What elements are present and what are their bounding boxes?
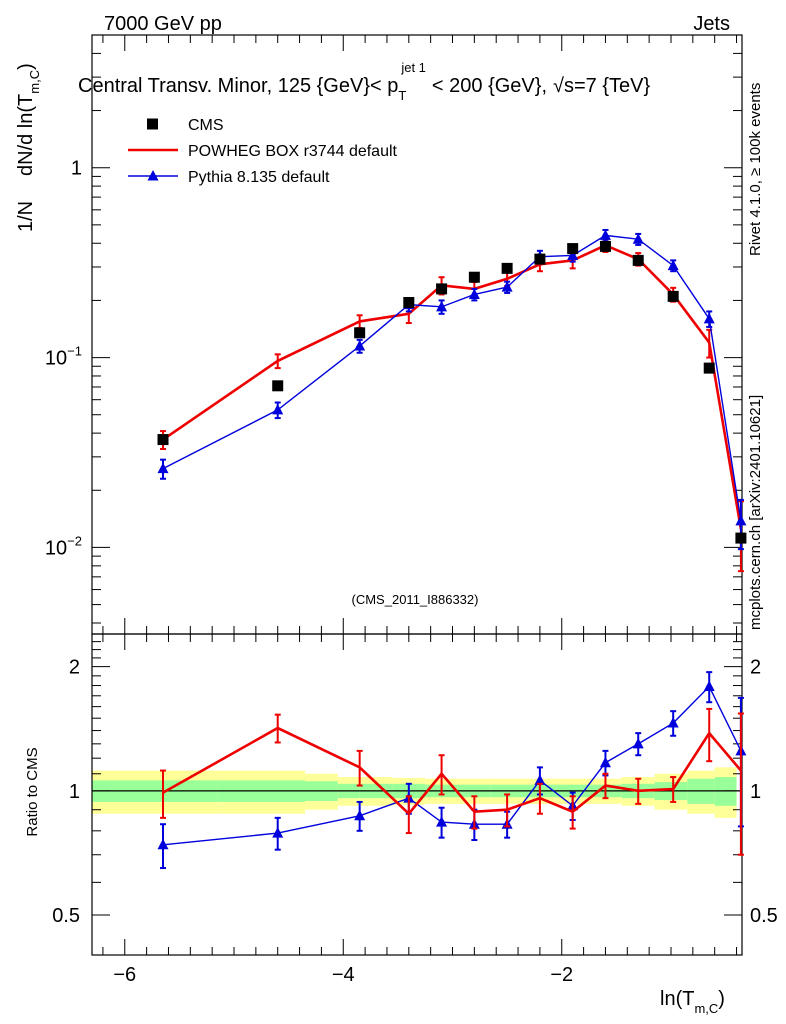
cms-point [501, 262, 513, 274]
cms-point [403, 297, 415, 309]
legend-pythia-marker [147, 170, 159, 181]
plot-title-part-c: s=7 {TeV} [564, 75, 651, 97]
ratio-y-tick-label: 0.5 [52, 905, 80, 927]
legend-label: CMS [188, 117, 224, 134]
powheg-ratio-line [162, 726, 742, 816]
cms-point [272, 380, 284, 392]
x-axis-label: ln(Tm,C) [660, 988, 725, 1016]
pythia-point [272, 403, 284, 415]
rivet-label: Rivet 4.1.0, ≥ 100k events [747, 83, 764, 256]
cms-point [632, 254, 644, 266]
legend: CMS POWHEG BOX r3744 default Pythia 8.135 … [128, 117, 398, 186]
header-left-label: 7000 GeV pp [104, 13, 222, 35]
x-tick-label: −4 [332, 964, 355, 986]
analysis-watermark: (CMS_2011_I886332) [352, 592, 479, 607]
ratio-y-tick-label: 1 [69, 781, 80, 803]
main-panel-series [157, 228, 747, 573]
ratio-uncertainty-band [92, 767, 737, 818]
cms-point [567, 243, 579, 255]
pythia-ratio-point [534, 774, 546, 785]
pythia-point [667, 259, 679, 271]
x-tick-label: −6 [113, 964, 136, 986]
y-axis-label-ratio: Ratio to CMS [24, 747, 41, 836]
ratio-y-tick-label-right: 1 [750, 781, 761, 803]
header-right-label: Jets [693, 13, 730, 35]
y-tick-label: 10−2 [45, 533, 82, 559]
plot-title-sup: jet 1 [400, 60, 426, 75]
pythia-ratio-point [599, 756, 611, 768]
cms-point [667, 290, 679, 302]
pythia-point [501, 281, 513, 292]
cms-point [468, 271, 480, 283]
pythia-ratio-point [272, 827, 284, 838]
y-axis-label-main: 1/N dN/d ln(Tm,C) [15, 63, 42, 232]
pythia-ratio-point [354, 809, 366, 821]
pythia-point [632, 233, 644, 244]
legend-label: Pythia 8.135 default [188, 169, 330, 186]
ratio-y-tick-label: 2 [69, 657, 80, 679]
pythia-point [735, 514, 747, 526]
powheg-line [162, 243, 743, 530]
y-axis-label-body: dN/d ln(Tm,C) [15, 63, 42, 176]
pythia-ratio-point [703, 680, 715, 692]
cms-point [599, 240, 611, 252]
ratio-y-tick-label-right: 0.5 [750, 905, 778, 927]
cms-point [735, 532, 747, 544]
cms-point [354, 327, 366, 339]
pythia-point [354, 340, 366, 351]
cms-point [157, 434, 169, 446]
cms-point [703, 362, 715, 374]
plot-title-sub: T [398, 88, 406, 103]
plot-title-part-b: < 200 {GeV}, [432, 75, 547, 97]
pythia-ratio-point [436, 816, 448, 827]
legend-label: POWHEG BOX r3744 default [188, 143, 398, 160]
cms-point [534, 253, 546, 265]
x-tick-label: −2 [550, 964, 573, 986]
ratio-panel-frame [91, 633, 743, 956]
pythia-point [157, 462, 169, 474]
pythia-ratio-point [667, 717, 679, 728]
mcplots-label: mcplots.cern.ch [arXiv:2401.10621] [747, 395, 764, 630]
y-tick-label: 1 [71, 158, 82, 180]
pythia-line [162, 234, 742, 521]
pythia-ratio-point [157, 838, 169, 850]
ratio-panel-series [157, 671, 747, 870]
pythia-ratio-point [632, 737, 644, 749]
pythia-point [468, 288, 480, 299]
ratio-y-tick-label-right: 2 [750, 657, 761, 679]
y-axis-label-prefix: 1/N [15, 201, 37, 232]
pythia-point [703, 312, 715, 324]
pythia-point [567, 249, 579, 260]
cms-point [436, 283, 448, 295]
plot-title-part-a: Central Transv. Minor, 125 {GeV}< p [78, 75, 398, 97]
plot-title: Central Transv. Minor, 125 {GeV}< pTjet … [78, 60, 651, 103]
pythia-point [436, 300, 448, 312]
pythia-point [599, 229, 611, 240]
y-tick-label: 10−1 [45, 344, 82, 370]
axis-ticks: −6 −4 −2 10−2 10−1 1 0.5 0.5 1 1 2 2 [45, 34, 778, 986]
legend-cms-marker [147, 118, 158, 130]
plot-title-sqrt: √ [553, 75, 564, 97]
pythia-ratio-line [162, 685, 742, 846]
